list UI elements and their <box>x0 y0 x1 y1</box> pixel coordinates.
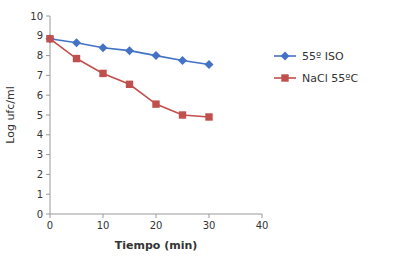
legend-item: NaCl 55ºC <box>274 72 358 85</box>
y-tick-label: 7 <box>37 70 43 81</box>
y-tick-label: 5 <box>37 110 43 121</box>
point <box>99 70 106 77</box>
y-tick <box>46 214 50 215</box>
series <box>46 35 212 121</box>
point <box>46 34 55 43</box>
legend: 55º ISO NaCl 55ºC <box>274 50 358 85</box>
chart-container: 0 10 20 30 40 0 1 2 3 4 5 6 7 8 9 10 Tiempo (min) Log ufc… <box>0 0 400 259</box>
y-tick-label: 6 <box>37 90 43 101</box>
legend-label: 55º ISO <box>302 50 344 63</box>
x-tick <box>156 214 157 218</box>
x-tick-label: 0 <box>47 220 53 231</box>
y-tick-label: 4 <box>37 129 43 140</box>
x-tick-label: 10 <box>97 220 110 231</box>
x-tick-label: 40 <box>256 220 269 231</box>
y-tick <box>46 134 50 135</box>
data-area <box>46 34 214 120</box>
y-tick-label: 8 <box>37 50 43 61</box>
point <box>126 81 133 88</box>
point <box>72 38 81 47</box>
x-tick <box>209 214 210 218</box>
point <box>46 35 53 42</box>
y-tick <box>46 115 50 116</box>
y-tick-label: 10 <box>30 11 43 22</box>
x-axis-label: Tiempo (min) <box>115 239 198 252</box>
y-tick <box>46 75 50 76</box>
series <box>46 34 214 69</box>
point <box>178 56 187 65</box>
chart-svg: 0 10 20 30 40 0 1 2 3 4 5 6 7 8 9 10 Tiempo (min) Log ufc… <box>0 0 400 259</box>
legend-item: 55º ISO <box>274 50 344 63</box>
point <box>152 100 159 107</box>
series-line <box>50 39 209 65</box>
y-tick <box>46 194 50 195</box>
legend-label: NaCl 55ºC <box>302 72 358 85</box>
y-tick-label: 3 <box>37 149 43 160</box>
y-tick-label: 9 <box>37 30 43 41</box>
point <box>125 46 134 55</box>
y-tick-label: 2 <box>37 169 43 180</box>
x-tick-label: 30 <box>203 220 216 231</box>
point <box>205 113 212 120</box>
y-axis-label: Log ufc/ml <box>4 86 17 144</box>
point <box>205 60 214 69</box>
x-tick-label: 20 <box>150 220 163 231</box>
y-tick <box>46 154 50 155</box>
point <box>99 43 108 52</box>
x-tick <box>262 214 263 218</box>
x-tick <box>50 214 51 218</box>
x-axis: 0 10 20 30 40 <box>47 214 269 231</box>
y-tick <box>46 16 50 17</box>
point <box>152 51 161 60</box>
point <box>179 111 186 118</box>
y-tick <box>46 174 50 175</box>
y-tick-label: 1 <box>37 189 43 200</box>
legend-marker <box>281 74 288 81</box>
series-line <box>50 39 209 117</box>
y-tick <box>46 95 50 96</box>
legend-marker <box>281 52 290 61</box>
y-tick <box>46 55 50 56</box>
y-tick-label: 0 <box>37 209 43 220</box>
x-tick <box>103 214 104 218</box>
point <box>73 55 80 62</box>
